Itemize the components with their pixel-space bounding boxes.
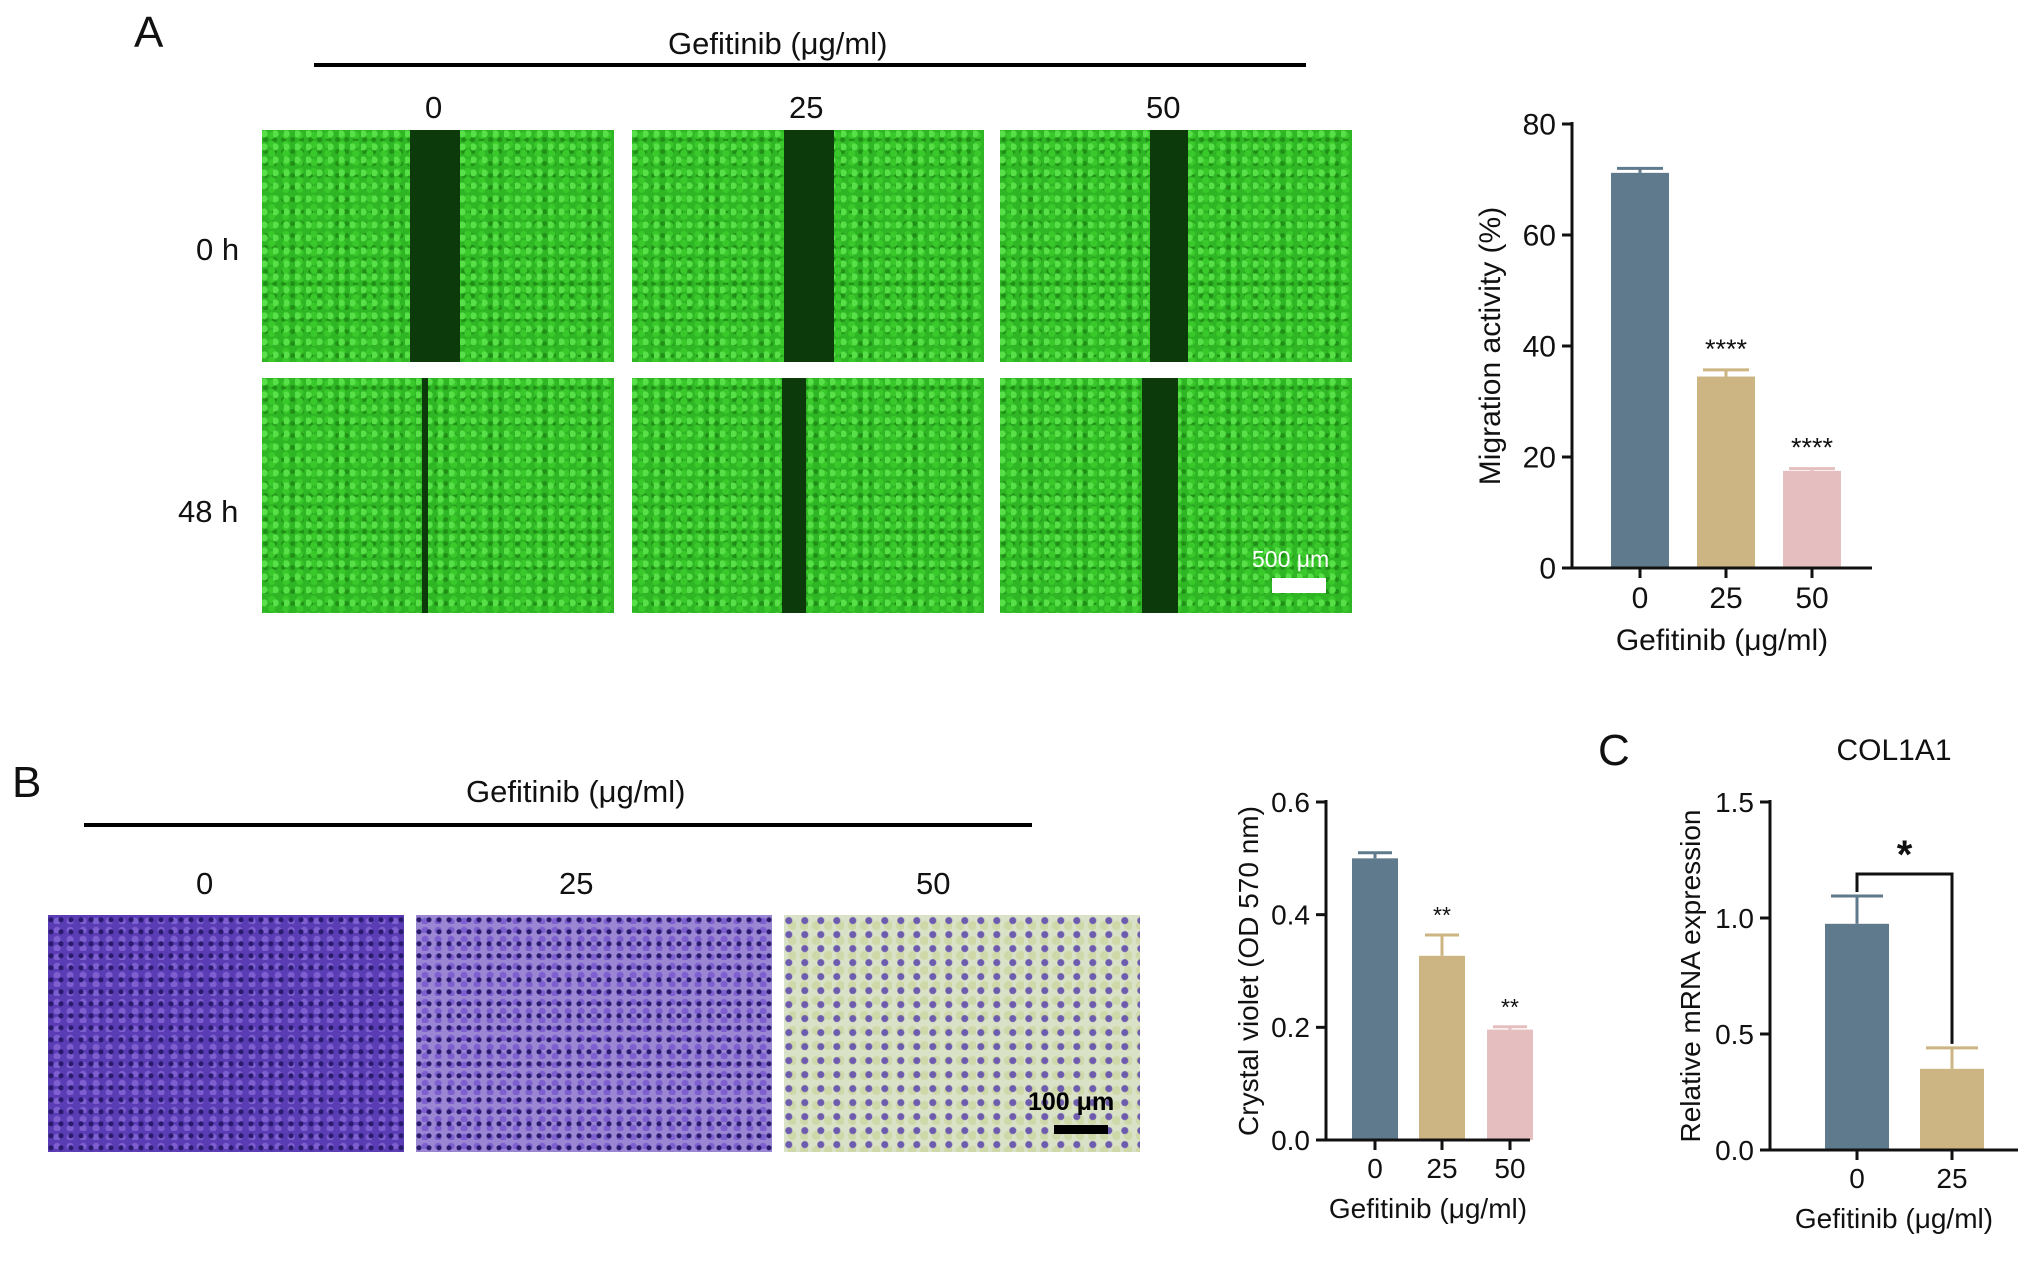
transwell-image-0 [48,915,404,1152]
x-axis-title: Gefitinib (μg/ml) [1795,1203,1993,1234]
panel-a-letter: A [134,8,164,57]
y-tick-label: 0.6 [1271,787,1310,818]
x-tick-label: 0 [1632,582,1649,615]
bar-25 [1920,1068,1984,1150]
y-tick-label: 0.5 [1715,1019,1754,1050]
wound-image-50-48h: 500 μm [1000,378,1352,613]
transwell-image-50: 100 μm [784,915,1140,1152]
bar-25 [1419,955,1465,1140]
x-tick-label: 25 [1426,1153,1457,1184]
panel-a-scale-bar [1272,578,1326,593]
panel-b-col-25: 25 [559,866,594,901]
y-tick-label: 80 [1523,109,1556,142]
chart-title: COL1A1 [1836,734,1951,767]
y-axis-title: Migration activity (%) [1474,207,1507,485]
panel-b-col-0: 0 [196,866,214,901]
panel-b-scale-label: 100 μm [1028,1088,1115,1116]
wound-image-25-48h [632,378,984,613]
wound-image-50-0h [1000,130,1352,362]
y-axis-title: Relative mRNA expression [1675,809,1706,1142]
panel-a-row-48h: 48 h [178,494,239,529]
x-tick-label: 50 [1494,1153,1525,1184]
x-tick-label: 0 [1849,1163,1865,1194]
panel-a-col-50: 50 [1146,90,1181,125]
y-tick-label: 0.0 [1715,1135,1754,1166]
y-tick-label: 60 [1523,220,1556,253]
bar-0 [1352,858,1398,1140]
x-axis-title: Gefitinib (μg/ml) [1616,624,1828,657]
y-tick-label: 0.4 [1271,899,1310,930]
bar-50 [1783,470,1841,568]
x-tick-label: 25 [1936,1163,1967,1194]
x-tick-label: 50 [1795,582,1828,615]
panel-a-row-0h: 0 h [196,232,240,267]
transwell-image-25 [416,915,772,1152]
bar-0 [1825,923,1889,1150]
y-tick-label: 1.5 [1715,787,1754,818]
y-tick-label: 40 [1523,331,1556,364]
significance-label: **** [1705,334,1748,364]
panel-a-header-line [314,63,1306,67]
significance-label: ** [1433,902,1451,928]
crystal-violet-chart: ** ** 0.0 0.2 0.4 0.6 0 25 50 Gefitinib (μg/ml) Cr… [1233,787,1533,1224]
y-tick-label: 1.0 [1715,903,1754,934]
panel-a-scale-label: 500 μm [1252,546,1330,572]
wound-image-0-48h [262,378,614,613]
panel-a-col-25: 25 [789,90,824,125]
bar-50 [1487,1029,1533,1140]
panel-b-scale-bar [1054,1125,1108,1134]
y-tick-label: 0 [1539,553,1556,586]
significance-label: **** [1791,433,1834,463]
panel-b-treatment-header: Gefitinib (μg/ml) [466,774,686,809]
col1a1-chart: * 0.0 0.5 1.0 1.5 0 25 Gefitinib (μg/ml) Relativ… [1675,734,2018,1234]
y-tick-label: 0.2 [1271,1012,1310,1043]
panel-b-header-line [84,823,1032,827]
panel-c-letter: C [1598,726,1630,775]
y-axis-title: Crystal violet (OD 570 nm) [1233,806,1264,1136]
x-axis-title: Gefitinib (μg/ml) [1329,1193,1527,1224]
panel-a-col-0: 0 [425,90,443,125]
panel-b-col-50: 50 [916,866,951,901]
bar-0 [1611,172,1669,568]
y-tick-label: 20 [1523,442,1556,475]
x-tick-label: 0 [1367,1153,1383,1184]
y-tick-label: 0.0 [1271,1125,1310,1156]
significance-label: * [1897,833,1913,877]
bar-25 [1697,376,1755,568]
significance-label: ** [1501,994,1519,1020]
wound-image-0-0h [262,130,614,362]
panel-a-treatment-header: Gefitinib (μg/ml) [668,26,888,61]
wound-image-25-0h [632,130,984,362]
significance-bracket [1855,872,1954,1044]
x-tick-label: 25 [1709,582,1742,615]
panel-b-letter: B [12,758,42,807]
migration-chart: **** **** 0 20 40 60 80 0 25 50 Gefitinib (μg/ml) M… [1474,109,1872,657]
